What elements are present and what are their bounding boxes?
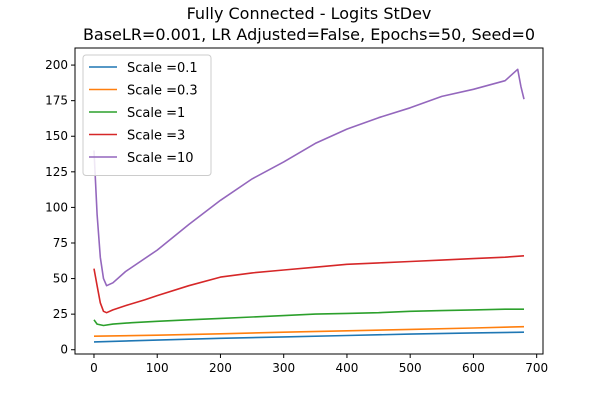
legend-box bbox=[82, 54, 212, 176]
x-tick-label: 200 bbox=[209, 361, 232, 375]
series-line-1 bbox=[93, 331, 525, 343]
y-tick-label: 125 bbox=[45, 165, 68, 179]
legend-label: Scale =0.1 bbox=[127, 61, 198, 76]
series-line-4 bbox=[93, 255, 525, 314]
y-tick-label: 175 bbox=[45, 94, 68, 108]
x-tick-label: 600 bbox=[462, 361, 485, 375]
x-tick-label: 100 bbox=[146, 361, 169, 375]
y-tick-label: 150 bbox=[45, 129, 68, 143]
y-tick-label: 25 bbox=[53, 307, 68, 321]
legend-label: Scale =1 bbox=[127, 106, 185, 121]
chart-title: Fully Connected - Logits StDev bbox=[187, 4, 432, 23]
y-tick-label: 100 bbox=[45, 200, 68, 214]
y-tick-label: 0 bbox=[60, 343, 68, 357]
plot-frame bbox=[74, 47, 544, 355]
chart-subtitle: BaseLR=0.001, LR Adjusted=False, Epochs=… bbox=[83, 25, 535, 44]
series-layer bbox=[93, 68, 525, 343]
legend-label: Scale =10 bbox=[127, 151, 194, 166]
y-tick-label: 75 bbox=[53, 236, 68, 250]
x-tick-label: 400 bbox=[335, 361, 358, 375]
x-axis: 0 100 200 300 400 500 600 700 bbox=[90, 354, 548, 375]
x-tick-label: 700 bbox=[525, 361, 548, 375]
series-line-3 bbox=[93, 308, 524, 327]
series-line-2 bbox=[93, 325, 525, 337]
series-line-5 bbox=[93, 68, 525, 287]
x-tick-label: 500 bbox=[399, 361, 422, 375]
legend-label: Scale =0.3 bbox=[127, 84, 198, 99]
x-tick-label: 300 bbox=[272, 361, 295, 375]
y-axis: 0 25 50 75 100 125 150 175 200 bbox=[45, 58, 75, 357]
legend-label: Scale =3 bbox=[127, 129, 185, 144]
legend: Scale =0.1 Scale =0.3 Scale =1 Scale =3 Scal… bbox=[82, 54, 212, 176]
y-tick-label: 50 bbox=[53, 272, 68, 286]
x-tick-label: 0 bbox=[90, 361, 98, 375]
y-tick-label: 200 bbox=[45, 58, 68, 72]
